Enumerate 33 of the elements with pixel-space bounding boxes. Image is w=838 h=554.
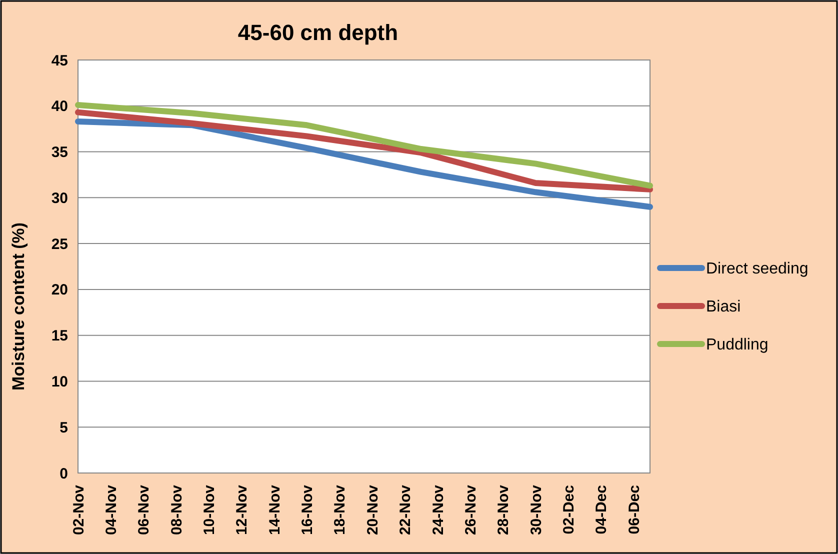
x-tick-label: 10-Nov xyxy=(200,484,218,536)
x-tick-label: 12-Nov xyxy=(234,484,251,536)
x-tick-label: 16-Nov xyxy=(299,484,316,536)
y-tick-label: 20 xyxy=(51,282,68,299)
x-tick-label: 02-Nov xyxy=(70,484,88,536)
x-tick-label: 30-Nov xyxy=(528,484,545,536)
legend-label: Biasi xyxy=(706,298,741,316)
x-tick-label: 02-Dec xyxy=(560,485,578,534)
x-tick-label: 28-Nov xyxy=(495,484,512,536)
y-tick-label: 15 xyxy=(51,328,68,345)
x-tick-label: 22-Nov xyxy=(397,484,414,536)
y-tick-label: 40 xyxy=(51,98,68,116)
legend-label: Direct seeding xyxy=(706,260,808,278)
x-tick-label: 24-Nov xyxy=(430,484,447,536)
y-tick-label: 10 xyxy=(51,373,68,390)
y-tick-label: 35 xyxy=(51,144,68,162)
x-tick-label: 04-Dec xyxy=(593,485,610,534)
chart-title: 45-60 cm depth xyxy=(238,20,398,45)
x-tick-label: 18-Nov xyxy=(332,484,349,536)
legend-label: Puddling xyxy=(706,336,768,354)
x-tick-label: 14-Nov xyxy=(266,484,284,536)
y-tick-label: 0 xyxy=(60,465,68,482)
y-tick-label: 5 xyxy=(60,419,68,436)
y-tick-label: 30 xyxy=(51,190,68,207)
x-tick-label: 06-Nov xyxy=(136,484,153,536)
x-tick-label: 06-Dec xyxy=(626,485,643,534)
y-tick-label: 25 xyxy=(51,236,68,253)
x-tick-label: 20-Nov xyxy=(364,484,382,536)
x-tick-label: 04-Nov xyxy=(102,484,120,536)
x-tick-label: 08-Nov xyxy=(168,484,186,536)
x-tick-label: 26-Nov xyxy=(462,484,480,536)
y-axis-title: Moisture content (%) xyxy=(9,222,28,391)
y-tick-label: 45 xyxy=(51,52,68,70)
